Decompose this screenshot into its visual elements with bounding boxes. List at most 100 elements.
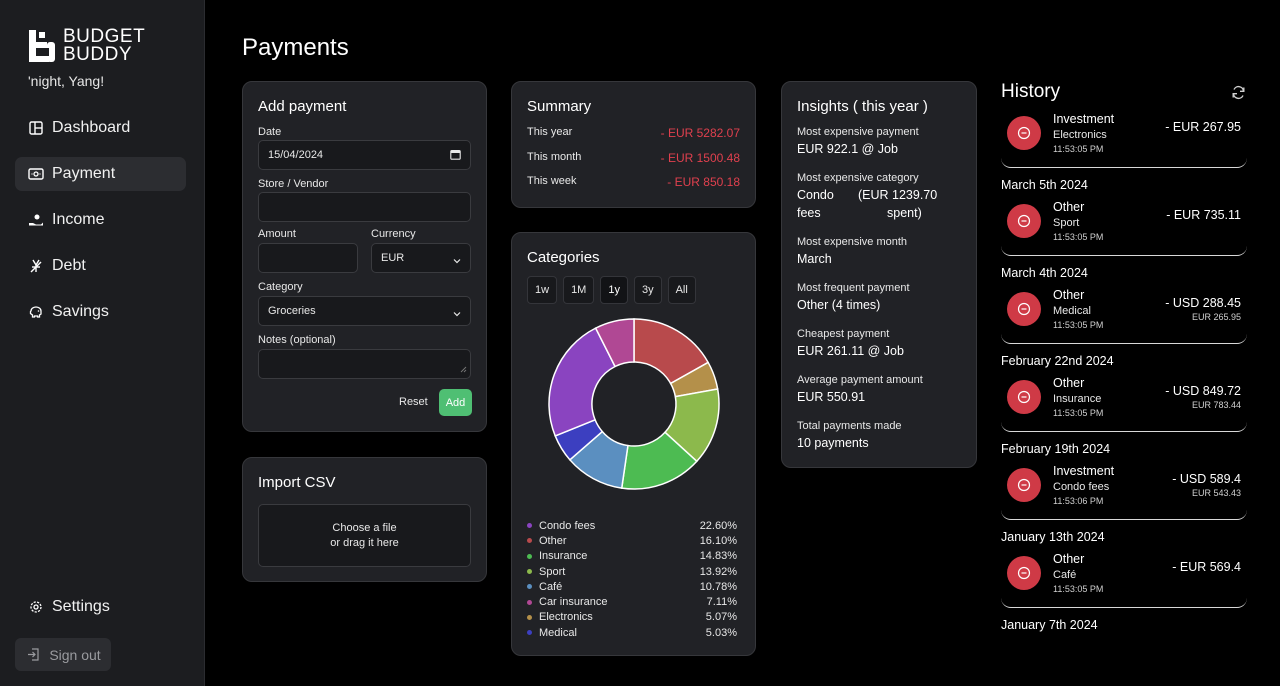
insight-label: Total payments made bbox=[797, 420, 902, 432]
summary-row-year: This year - EUR 5282.07 bbox=[527, 126, 740, 140]
range-1y-button[interactable]: 1y bbox=[600, 276, 628, 304]
history-item[interactable]: Investment Electronics 11:53:05 PM - EUR 26… bbox=[1001, 106, 1247, 168]
history-item-category: Sport bbox=[1053, 217, 1080, 229]
category-select[interactable]: Groceries bbox=[258, 296, 471, 326]
legend-percent: 14.83% bbox=[699, 550, 737, 563]
summary-card: Summary This year - EUR 5282.07 This mon… bbox=[511, 81, 756, 208]
history-item[interactable]: Other Medical 11:53:05 PM - USD 288.45 EUR 2… bbox=[1001, 282, 1247, 344]
sidebar-item-label: Debt bbox=[52, 257, 86, 274]
history-item-category: Medical bbox=[1053, 305, 1091, 317]
insight-value: March bbox=[797, 252, 832, 266]
categories-card: Categories 1w 1M 1y 3y All Condo fees 22.… bbox=[511, 232, 756, 656]
refresh-icon[interactable] bbox=[1231, 85, 1246, 100]
legend-item[interactable]: Condo fees 22.60% bbox=[527, 518, 737, 533]
summary-label: This year bbox=[527, 126, 573, 138]
legend-item[interactable]: Other 16.10% bbox=[527, 533, 737, 548]
range-1w-button[interactable]: 1w bbox=[527, 276, 558, 304]
sidebar-item-debt[interactable]: Debt bbox=[15, 249, 186, 283]
sidebar-item-payment[interactable]: Payment bbox=[15, 157, 186, 191]
history-title: History bbox=[1001, 81, 1061, 102]
legend-swatch bbox=[527, 569, 532, 575]
range-1m-button[interactable]: 1M bbox=[563, 276, 595, 304]
sidebar-item-label: Payment bbox=[52, 165, 116, 182]
history-item-amount: - USD 589.4 bbox=[1172, 472, 1241, 486]
legend-swatch bbox=[527, 584, 532, 590]
payment-icon bbox=[28, 166, 44, 182]
history-item-time: 11:53:06 PM bbox=[1053, 496, 1104, 506]
insight-value: EUR 261.11 @ Job bbox=[797, 344, 904, 358]
budget-buddy-logo-icon bbox=[28, 29, 58, 63]
legend-item[interactable]: Car insurance 7.11% bbox=[527, 594, 737, 609]
calendar-icon[interactable] bbox=[450, 149, 461, 163]
currency-value: EUR bbox=[381, 252, 405, 264]
history-item[interactable]: Other Café 11:53:05 PM - EUR 569.4 bbox=[1001, 546, 1247, 608]
reset-button[interactable]: Reset bbox=[399, 396, 428, 408]
history-item-time: 11:53:05 PM bbox=[1053, 320, 1104, 330]
minus-circle-icon bbox=[1007, 204, 1041, 238]
settings-label: Settings bbox=[52, 598, 110, 615]
legend-percent: 5.07% bbox=[705, 611, 737, 624]
sidebar-item-dashboard[interactable]: Dashboard bbox=[15, 111, 186, 145]
minus-circle-icon bbox=[1007, 556, 1041, 590]
summary-row-week: This week - EUR 850.18 bbox=[527, 175, 740, 189]
summary-label: This month bbox=[527, 151, 582, 163]
category-value: Groceries bbox=[268, 305, 316, 317]
greeting: 'night, Yang! bbox=[28, 73, 105, 89]
insights-title: Insights ( this year ) bbox=[797, 98, 928, 115]
legend-label: Medical bbox=[539, 626, 577, 639]
insight-label: Most frequent payment bbox=[797, 282, 910, 294]
date-field[interactable]: 15/04/2024 bbox=[258, 140, 471, 170]
history-date-heading: March 5th 2024 bbox=[1001, 178, 1088, 192]
amount-input[interactable] bbox=[258, 243, 358, 273]
insight-value: EUR 550.91 bbox=[797, 390, 866, 404]
page-title: Payments bbox=[242, 34, 349, 61]
legend-item[interactable]: Insurance 14.83% bbox=[527, 549, 737, 564]
legend-item[interactable]: Sport 13.92% bbox=[527, 564, 737, 579]
legend-item[interactable]: Electronics 5.07% bbox=[527, 610, 737, 625]
category-donut-chart bbox=[548, 318, 720, 490]
sign-out-button[interactable]: Sign out bbox=[15, 638, 111, 671]
sidebar-item-label: Savings bbox=[52, 303, 109, 320]
legend-percent: 7.11% bbox=[706, 596, 737, 609]
legend-swatch bbox=[527, 630, 532, 636]
donut-slice-car-insurance[interactable] bbox=[594, 318, 635, 368]
sidebar-item-income[interactable]: Income bbox=[15, 203, 186, 237]
history-item-time: 11:53:05 PM bbox=[1053, 232, 1104, 242]
resize-handle-icon[interactable] bbox=[460, 364, 467, 376]
currency-select[interactable]: EUR bbox=[371, 243, 471, 273]
legend-swatch bbox=[527, 523, 532, 529]
legend-item[interactable]: Café 10.78% bbox=[527, 579, 737, 594]
currency-label: Currency bbox=[371, 228, 416, 240]
legend-swatch bbox=[527, 599, 532, 605]
range-all-button[interactable]: All bbox=[667, 276, 696, 304]
vendor-input[interactable] bbox=[258, 192, 471, 222]
legend-swatch bbox=[527, 614, 532, 620]
brand-logo[interactable]: BUDGET BUDDY bbox=[28, 27, 145, 64]
sign-out-label: Sign out bbox=[49, 646, 101, 663]
range-3y-button[interactable]: 3y bbox=[633, 276, 662, 304]
savings-icon bbox=[28, 304, 44, 320]
history-item[interactable]: Investment Condo fees 11:53:06 PM - USD 589… bbox=[1001, 458, 1247, 520]
history-item-type: Other bbox=[1053, 376, 1085, 390]
add-button[interactable]: Add bbox=[439, 389, 472, 416]
add-payment-card: Add payment Date 15/04/2024 Store / Vend… bbox=[242, 81, 487, 432]
legend-label: Sport bbox=[539, 565, 566, 578]
legend-swatch bbox=[527, 538, 532, 544]
history-list[interactable]: Investment Electronics 11:53:05 PM - EUR 26… bbox=[1001, 106, 1247, 686]
history-item-type: Other bbox=[1053, 288, 1085, 302]
history-item-time: 11:53:05 PM bbox=[1053, 584, 1104, 594]
history-item-amount: - EUR 569.4 bbox=[1172, 560, 1241, 574]
notes-textarea[interactable] bbox=[258, 349, 471, 379]
legend-percent: 16.10% bbox=[699, 534, 737, 547]
history-item[interactable]: Other Sport 11:53:05 PM - EUR 735.11 bbox=[1001, 194, 1247, 256]
history-item-category: Insurance bbox=[1053, 393, 1102, 405]
range-selector: 1w 1M 1y 3y All bbox=[527, 276, 702, 304]
legend-item[interactable]: Medical 5.03% bbox=[527, 625, 737, 640]
settings-link[interactable]: Settings bbox=[28, 598, 110, 616]
donut-slice-condo-fees[interactable] bbox=[548, 327, 617, 437]
csv-dropzone[interactable]: Choose a file or drag it here bbox=[258, 504, 471, 567]
dropzone-line2: or drag it here bbox=[330, 536, 399, 549]
sidebar-item-savings[interactable]: Savings bbox=[15, 295, 186, 329]
legend-label: Electronics bbox=[539, 611, 593, 624]
history-item[interactable]: Other Insurance 11:53:05 PM - USD 849.72 EUR… bbox=[1001, 370, 1247, 432]
